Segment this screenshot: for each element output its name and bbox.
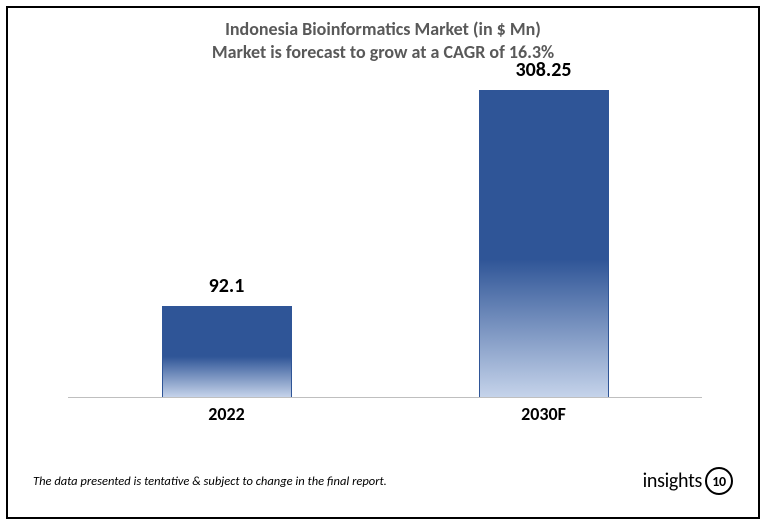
logo-circle: 10 bbox=[705, 467, 733, 495]
chart-area: 92.1 308.25 2022 2030F bbox=[68, 88, 702, 428]
xlabel-0: 2022 bbox=[127, 403, 327, 425]
bar-0 bbox=[162, 306, 292, 398]
bars-wrap: 92.1 308.25 bbox=[68, 88, 702, 398]
bar-col-1: 308.25 bbox=[444, 58, 644, 398]
bar-value-1: 308.25 bbox=[515, 58, 571, 82]
bar-1 bbox=[479, 90, 609, 398]
logo-word: insights bbox=[643, 469, 702, 493]
footnote-text: The data presented is tentative & subjec… bbox=[33, 474, 387, 489]
chart-frame: Indonesia Bioinformatics Market (in $ Mn… bbox=[6, 6, 760, 519]
chart-title-block: Indonesia Bioinformatics Market (in $ Mn… bbox=[8, 8, 758, 65]
logo: insights 10 bbox=[643, 467, 733, 495]
footer: The data presented is tentative & subjec… bbox=[33, 467, 733, 495]
title-line-2: Market is forecast to grow at a CAGR of … bbox=[8, 41, 758, 64]
bar-col-0: 92.1 bbox=[127, 274, 327, 398]
chart-baseline bbox=[68, 397, 702, 398]
xlabel-1: 2030F bbox=[444, 403, 644, 425]
bar-value-0: 92.1 bbox=[209, 274, 245, 298]
x-axis-labels: 2022 2030F bbox=[68, 400, 702, 428]
title-line-1: Indonesia Bioinformatics Market (in $ Mn… bbox=[8, 18, 758, 41]
